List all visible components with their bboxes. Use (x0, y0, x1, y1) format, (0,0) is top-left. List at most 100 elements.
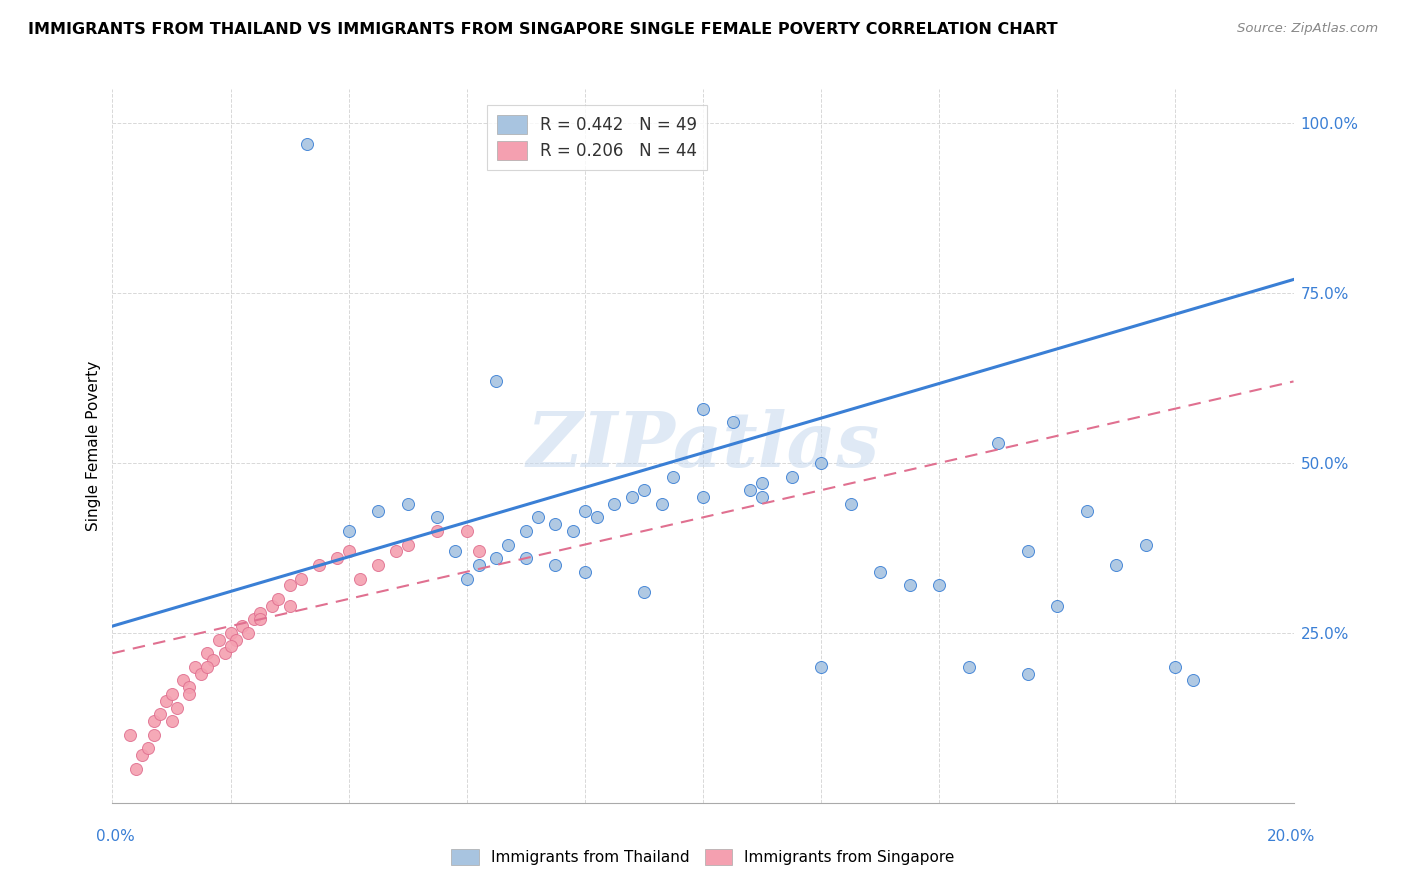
Point (585, 510, 607, 524)
Point (1017, 666, 1039, 681)
Point (172, 673, 194, 688)
Point (184, 660, 207, 674)
Point (1164, 660, 1187, 674)
Point (149, 707, 172, 722)
Point (290, 572, 312, 586)
Point (260, 599, 283, 613)
Text: 0.0%: 0.0% (96, 830, 135, 844)
Point (740, 483, 762, 498)
Point (485, 375, 508, 389)
Point (1182, 673, 1205, 688)
Point (219, 640, 242, 654)
Point (692, 490, 714, 504)
Point (544, 517, 567, 532)
Point (544, 558, 567, 572)
Point (562, 524, 585, 538)
Point (396, 497, 419, 511)
Point (190, 666, 212, 681)
Point (426, 510, 449, 524)
Point (957, 660, 980, 674)
Point (1046, 599, 1069, 613)
Point (267, 591, 290, 606)
Point (142, 728, 165, 742)
Point (987, 435, 1010, 450)
Point (810, 660, 832, 674)
Point (633, 483, 655, 498)
Point (515, 551, 537, 566)
Point (444, 544, 467, 558)
Point (195, 646, 218, 660)
Point (574, 565, 596, 579)
Text: Source: ZipAtlas.com: Source: ZipAtlas.com (1237, 22, 1378, 36)
Point (869, 565, 891, 579)
Point (208, 632, 231, 647)
Point (574, 503, 596, 517)
Point (249, 606, 271, 620)
Point (214, 646, 236, 660)
Point (692, 401, 714, 416)
Point (349, 572, 371, 586)
Point (1135, 537, 1157, 551)
Point (166, 700, 188, 714)
Point (928, 578, 950, 592)
Point (201, 653, 224, 667)
Point (496, 537, 519, 551)
Point (297, 136, 319, 151)
Point (780, 469, 803, 483)
Point (526, 510, 548, 524)
Point (231, 619, 253, 633)
Point (179, 687, 201, 701)
Text: ZIPatlas: ZIPatlas (526, 409, 880, 483)
Point (337, 544, 360, 558)
Point (243, 612, 266, 626)
Point (467, 558, 489, 572)
Point (131, 748, 153, 763)
Point (219, 626, 242, 640)
Point (238, 626, 260, 640)
Point (155, 694, 177, 708)
Point (120, 728, 142, 742)
Point (751, 476, 773, 491)
Point (225, 632, 247, 647)
Point (326, 551, 349, 566)
Point (467, 544, 489, 558)
Point (142, 714, 165, 729)
Text: 20.0%: 20.0% (1267, 830, 1315, 844)
Point (195, 660, 218, 674)
Point (839, 497, 862, 511)
Point (160, 687, 183, 701)
Point (633, 585, 655, 599)
Point (603, 497, 626, 511)
Point (136, 741, 159, 756)
Point (125, 762, 148, 776)
Point (367, 558, 389, 572)
Point (621, 490, 644, 504)
Point (751, 490, 773, 504)
Point (385, 544, 408, 558)
Point (456, 572, 478, 586)
Point (337, 524, 360, 538)
Point (396, 537, 419, 551)
Text: IMMIGRANTS FROM THAILAND VS IMMIGRANTS FROM SINGAPORE SINGLE FEMALE POVERTY CORR: IMMIGRANTS FROM THAILAND VS IMMIGRANTS F… (28, 22, 1057, 37)
Point (179, 680, 201, 694)
Point (485, 551, 508, 566)
Point (160, 714, 183, 729)
Point (249, 612, 271, 626)
Point (367, 503, 389, 517)
Point (810, 456, 832, 470)
Point (278, 599, 301, 613)
Point (721, 415, 744, 429)
Point (1017, 544, 1039, 558)
Point (456, 524, 478, 538)
Legend: R = 0.442   N = 49, R = 0.206   N = 44: R = 0.442 N = 49, R = 0.206 N = 44 (486, 104, 707, 169)
Point (278, 578, 301, 592)
Point (515, 524, 537, 538)
Point (898, 578, 921, 592)
Point (426, 524, 449, 538)
Point (308, 558, 330, 572)
Point (1105, 558, 1128, 572)
Point (651, 497, 673, 511)
Point (1076, 503, 1098, 517)
Point (662, 469, 685, 483)
Legend: Immigrants from Thailand, Immigrants from Singapore: Immigrants from Thailand, Immigrants fro… (446, 843, 960, 871)
